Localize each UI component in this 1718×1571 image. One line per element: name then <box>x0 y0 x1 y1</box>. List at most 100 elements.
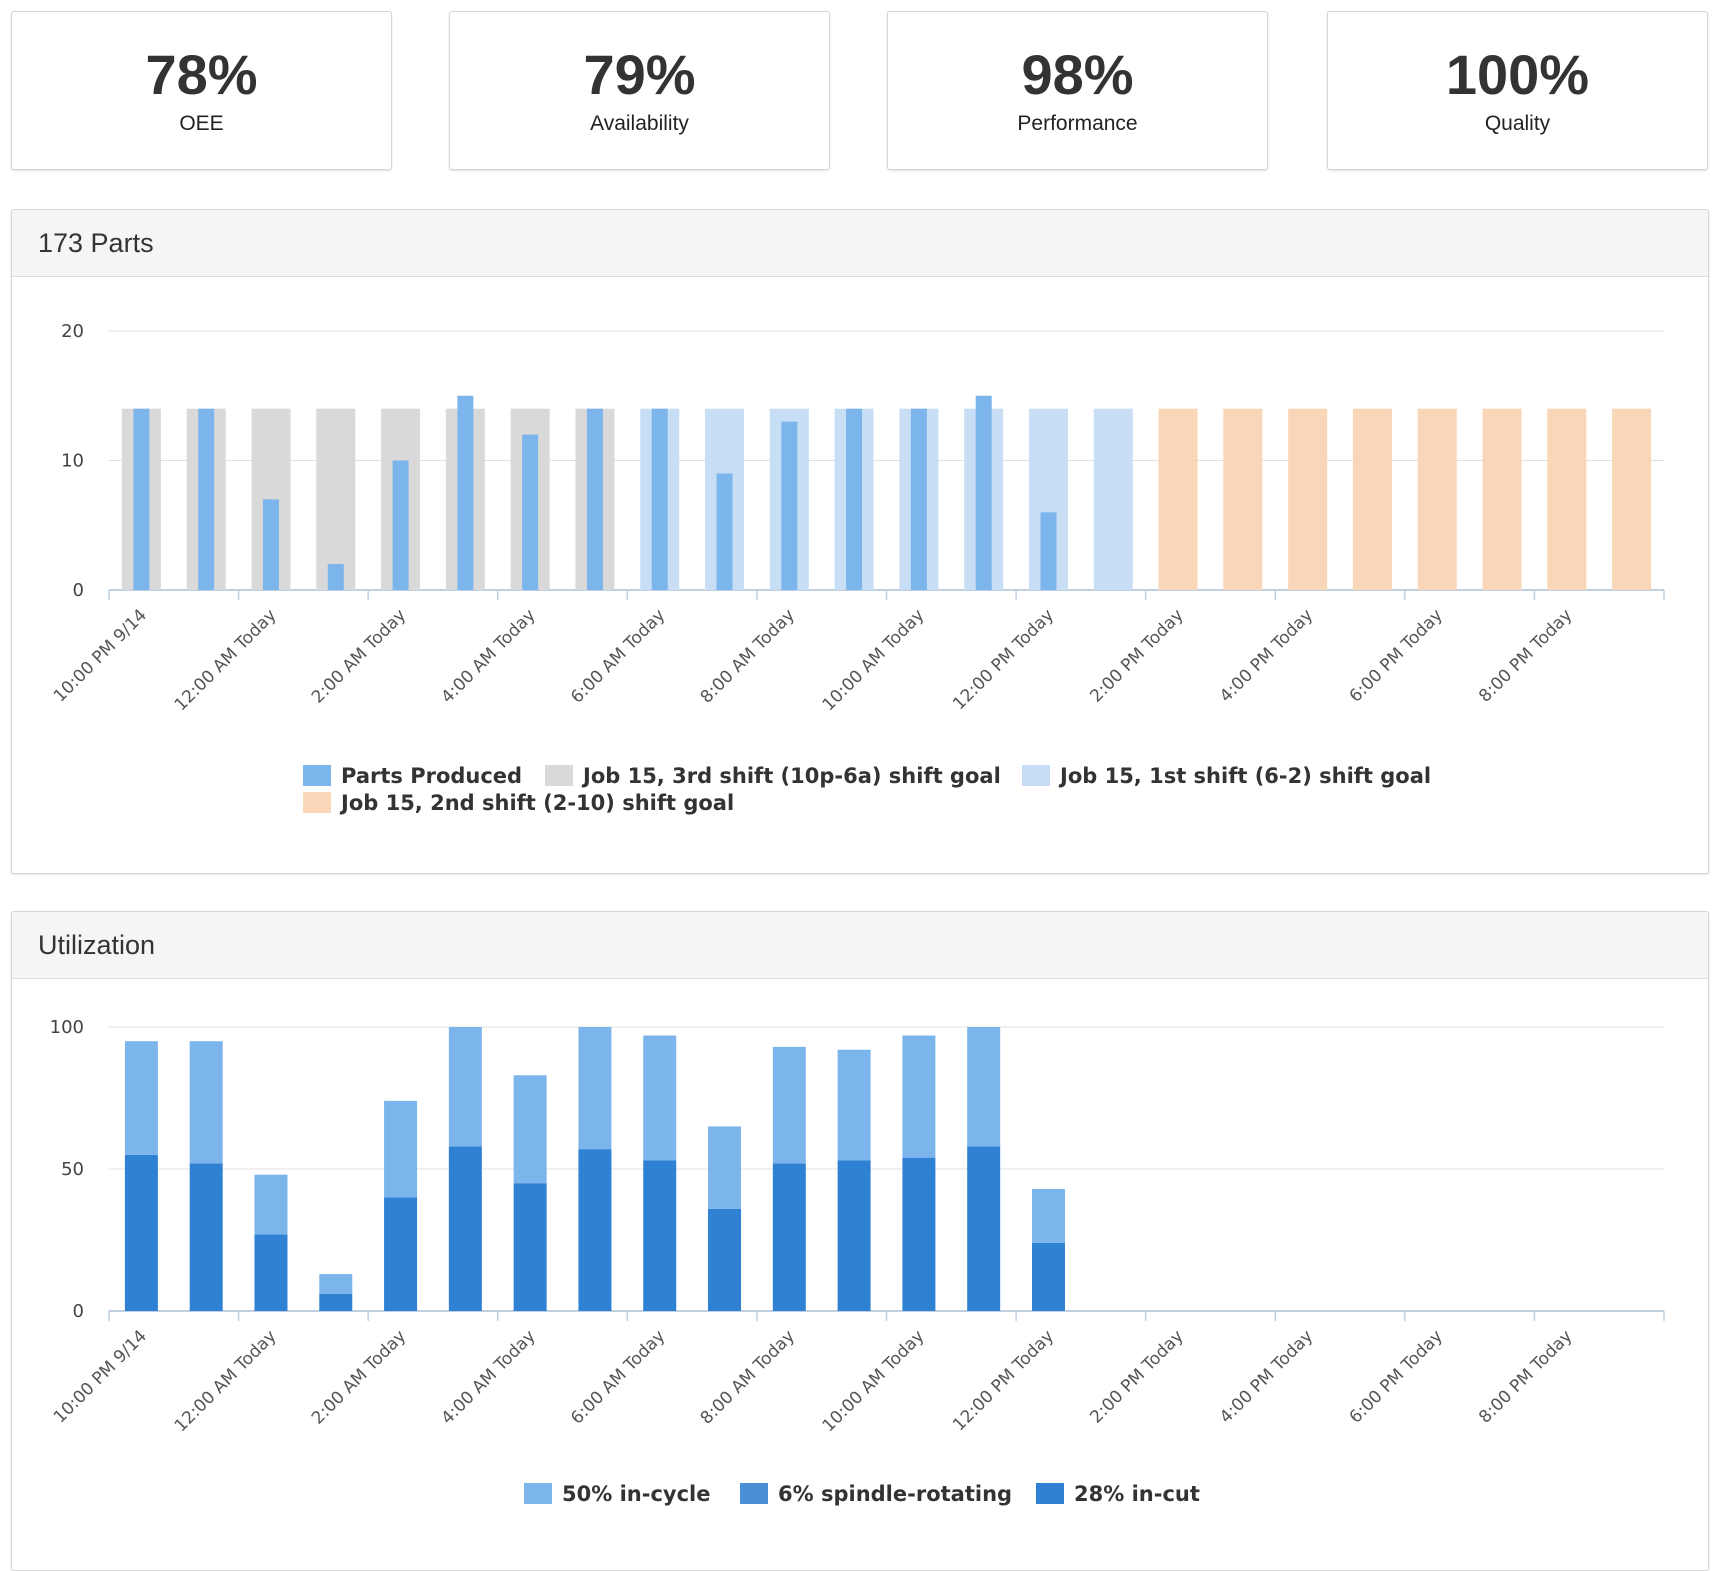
utilization-bar-segment <box>837 1049 871 1161</box>
utilization-bar-segment <box>967 1027 1001 1147</box>
goal-bar <box>1352 408 1392 590</box>
panel-title: Utilization <box>12 912 1708 979</box>
x-tick-label: 6:00 PM Today <box>1346 605 1447 706</box>
utilization-bar-segment <box>448 1027 482 1147</box>
x-tick-label: 4:00 AM Today <box>438 605 540 707</box>
goal-bar <box>1482 408 1522 590</box>
parts-bar <box>651 408 668 590</box>
x-tick-label: 2:00 PM Today <box>1086 1326 1187 1427</box>
kpi-card-oee: 78% OEE <box>11 11 392 170</box>
y-tick-label: 50 <box>61 1159 84 1180</box>
utilization-bar-segment <box>902 1157 936 1311</box>
goal-bar <box>1612 408 1652 590</box>
legend-swatch <box>1036 1483 1064 1504</box>
utilization-bar-segment <box>578 1027 612 1150</box>
utilization-bar-segment <box>254 1234 288 1311</box>
kpi-label: Availability <box>590 112 689 135</box>
utilization-bar-segment <box>772 1163 806 1311</box>
utilization-bar-segment <box>319 1293 353 1311</box>
x-tick-label: 4:00 PM Today <box>1216 605 1317 706</box>
utilization-bar-segment <box>837 1160 871 1311</box>
kpi-label: Quality <box>1484 112 1551 135</box>
utilization-bar-segment <box>1031 1242 1065 1311</box>
utilization-bar-segment <box>384 1197 418 1311</box>
legend-swatch <box>303 792 331 813</box>
x-tick-label: 10:00 AM Today <box>819 605 929 715</box>
parts-bar <box>133 408 150 590</box>
x-tick-label: 12:00 PM Today <box>949 605 1058 714</box>
kpi-card-quality: 100% Quality <box>1327 11 1708 170</box>
kpi-card-availability: 79% Availability <box>449 11 830 170</box>
utilization-bar-segment <box>254 1174 288 1235</box>
legend-swatch <box>1022 765 1050 786</box>
parts-bar <box>327 564 344 590</box>
legend-label: Job 15, 1st shift (6-2) shift goal <box>1058 764 1431 788</box>
utilization-bar-segment <box>708 1126 742 1209</box>
parts-bar <box>1040 512 1057 590</box>
legend-label: 50% in-cycle <box>562 1482 710 1506</box>
goal-bar <box>1547 408 1587 590</box>
x-tick-label: 10:00 AM Today <box>819 1326 929 1436</box>
utilization-bar-segment <box>708 1208 742 1311</box>
legend-label: 28% in-cut <box>1074 1482 1200 1506</box>
parts-bar <box>910 408 927 590</box>
utilization-bar-segment <box>124 1154 158 1311</box>
x-tick-label: 2:00 AM Today <box>308 1326 410 1428</box>
x-tick-label: 8:00 PM Today <box>1475 605 1576 706</box>
kpi-value: 79% <box>583 43 696 106</box>
utilization-panel: Utilization 0 50 100 10:00 PM 9/14 12:00 AM … <box>11 911 1709 1571</box>
legend-swatch <box>524 1483 552 1504</box>
legend-label: Job 15, 2nd shift (2-10) shift goal <box>339 791 734 815</box>
parts-chart: 0 10 20 10:00 PM 9/14 12:00 AM Today 2:00 AM … <box>50 321 1665 815</box>
kpi-row: 78% OEE 79% Availability 98% Performance… <box>11 11 1709 171</box>
utilization-bar-segment <box>1031 1188 1065 1243</box>
x-tick-label: 8:00 PM Today <box>1475 1326 1576 1427</box>
x-tick-label: 6:00 PM Today <box>1346 1326 1447 1427</box>
legend-label: Parts Produced <box>341 764 522 788</box>
utilization-bar-segment <box>189 1041 223 1164</box>
y-tick-label: 20 <box>61 321 84 342</box>
x-tick-label: 10:00 PM 9/14 <box>50 1326 151 1427</box>
parts-bar <box>262 499 279 590</box>
goal-bar <box>1417 408 1457 590</box>
kpi-value: 78% <box>145 43 258 106</box>
y-tick-label: 100 <box>50 1017 84 1038</box>
x-tick-label: 6:00 AM Today <box>567 605 669 707</box>
goal-bar <box>1288 408 1328 590</box>
legend-label: Job 15, 3rd shift (10p-6a) shift goal <box>581 764 1001 788</box>
panel-title: 173 Parts <box>12 210 1708 277</box>
kpi-value: 98% <box>1021 43 1134 106</box>
utilization-bar-segment <box>513 1075 547 1184</box>
x-tick-label: 4:00 PM Today <box>1216 1326 1317 1427</box>
utilization-bar-segment <box>384 1100 418 1198</box>
utilization-bar-segment <box>578 1149 612 1311</box>
kpi-label: OEE <box>179 112 224 135</box>
goal-bar <box>316 408 356 590</box>
parts-bar <box>586 408 603 590</box>
y-tick-label: 0 <box>73 580 84 601</box>
utilization-bar-segment <box>902 1035 936 1158</box>
kpi-label: Performance <box>1017 112 1138 135</box>
parts-bar <box>198 408 215 590</box>
utilization-bar-segment <box>643 1160 677 1311</box>
utilization-bar-segment <box>319 1274 353 1294</box>
x-tick-label: 8:00 AM Today <box>697 1326 799 1428</box>
utilization-chart: 0 50 100 10:00 PM 9/14 12:00 AM Today 2:00 AM… <box>50 1017 1665 1506</box>
parts-bar <box>392 460 409 590</box>
x-tick-label: 2:00 PM Today <box>1086 605 1187 706</box>
utilization-bar-segment <box>448 1146 482 1311</box>
parts-bar <box>846 408 863 590</box>
x-tick-label: 12:00 AM Today <box>171 605 281 715</box>
parts-bar <box>457 395 474 590</box>
parts-bar <box>522 434 539 590</box>
x-tick-label: 12:00 PM Today <box>949 1326 1058 1435</box>
utilization-bar-segment <box>124 1041 158 1155</box>
x-tick-label: 6:00 AM Today <box>567 1326 669 1428</box>
x-tick-label: 8:00 AM Today <box>697 605 799 707</box>
parts-bar <box>975 395 992 590</box>
utilization-bar-segment <box>643 1035 677 1161</box>
utilization-bar-segment <box>513 1183 547 1311</box>
utilization-bar-segment <box>967 1146 1001 1311</box>
utilization-bar-segment <box>772 1046 806 1164</box>
x-tick-label: 10:00 PM 9/14 <box>50 605 151 706</box>
